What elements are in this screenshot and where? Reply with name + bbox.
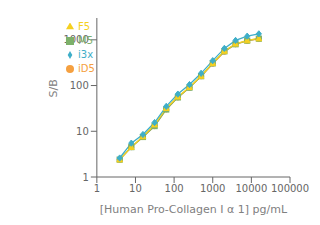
svg-text:10: 10 xyxy=(129,183,142,194)
svg-text:S/B: S/B xyxy=(47,79,60,97)
svg-text:[Human Pro-Collagen I α 1] pg/: [Human Pro-Collagen I α 1] pg/mL xyxy=(100,203,288,216)
svg-text:1: 1 xyxy=(82,172,88,183)
svg-text:100000: 100000 xyxy=(271,183,309,194)
svg-text:1: 1 xyxy=(94,183,100,194)
svg-text:1000: 1000 xyxy=(63,34,88,45)
svg-text:100: 100 xyxy=(165,183,184,194)
svg-text:10000: 10000 xyxy=(235,183,267,194)
svg-text:10: 10 xyxy=(76,126,89,137)
svg-text:1000: 1000 xyxy=(200,183,225,194)
svg-text:100: 100 xyxy=(70,80,89,91)
